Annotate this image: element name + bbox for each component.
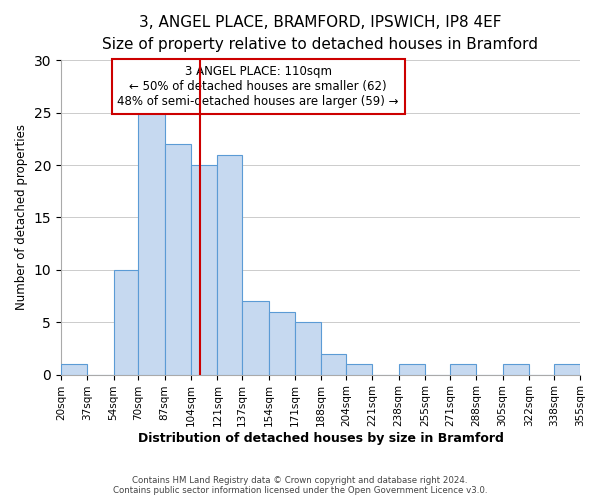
X-axis label: Distribution of detached houses by size in Bramford: Distribution of detached houses by size …: [137, 432, 503, 445]
Y-axis label: Number of detached properties: Number of detached properties: [15, 124, 28, 310]
Bar: [346, 364, 373, 374]
Text: 3 ANGEL PLACE: 110sqm
← 50% of detached houses are smaller (62)
48% of semi-deta: 3 ANGEL PLACE: 110sqm ← 50% of detached …: [118, 65, 399, 108]
Bar: [165, 144, 191, 374]
Bar: [295, 322, 321, 374]
Bar: [217, 154, 242, 374]
Bar: [269, 312, 295, 374]
Bar: [113, 270, 139, 374]
Title: 3, ANGEL PLACE, BRAMFORD, IPSWICH, IP8 4EF
Size of property relative to detached: 3, ANGEL PLACE, BRAMFORD, IPSWICH, IP8 4…: [103, 15, 538, 52]
Bar: [61, 364, 87, 374]
Bar: [450, 364, 476, 374]
Bar: [399, 364, 425, 374]
Bar: [139, 112, 165, 374]
Bar: [554, 364, 580, 374]
Bar: [191, 165, 217, 374]
Text: Contains HM Land Registry data © Crown copyright and database right 2024.
Contai: Contains HM Land Registry data © Crown c…: [113, 476, 487, 495]
Bar: [242, 302, 269, 374]
Bar: [503, 364, 529, 374]
Bar: [321, 354, 346, 374]
